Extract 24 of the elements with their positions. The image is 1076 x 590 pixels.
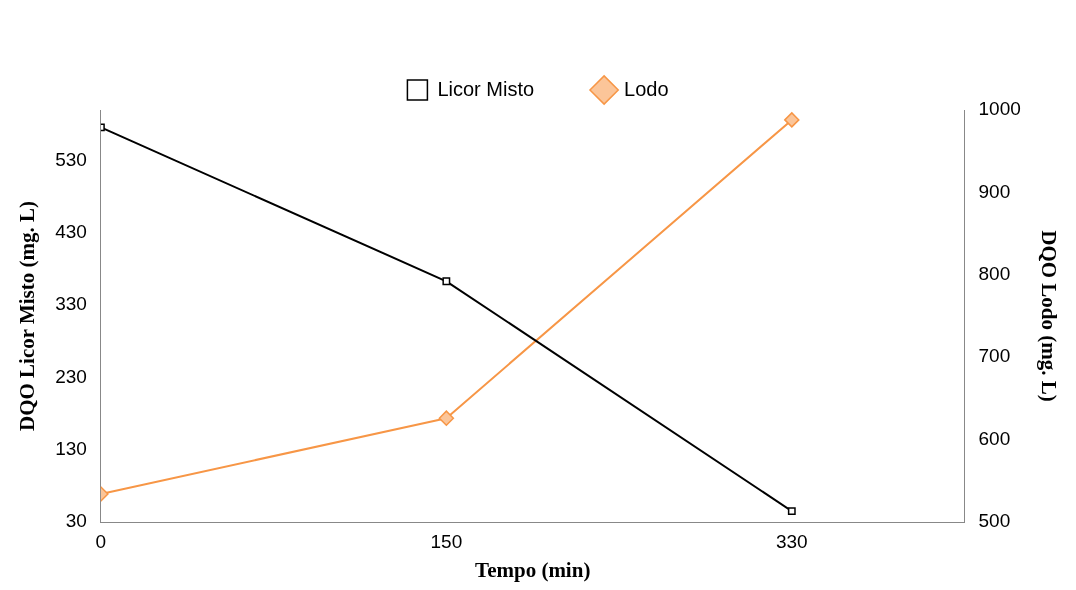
y-tick-label: 330 <box>55 293 87 315</box>
y2-tick-label: 500 <box>978 510 1011 532</box>
x-tick-label: 0 <box>95 530 107 552</box>
point <box>787 507 796 516</box>
y2-axis-title: DQO Lodo (mg. L) <box>1036 230 1061 402</box>
y-tick-label: 230 <box>55 365 87 387</box>
y-tick-label: 430 <box>55 221 87 243</box>
y-tick-label: 530 <box>55 148 87 170</box>
x-tick-label: 150 <box>430 530 463 552</box>
x-axis-title: Tempo (min) <box>475 557 591 582</box>
point <box>784 112 800 128</box>
y2-tick-label: 600 <box>978 427 1011 449</box>
point <box>438 410 455 426</box>
y-axis-title: DQO Licor Misto (mg. L) <box>15 201 40 431</box>
y-tick-label: 130 <box>55 437 87 459</box>
legend-label: Lodo <box>624 77 669 100</box>
y-tick-label: 30 <box>65 510 87 532</box>
y2-tick-label: 900 <box>978 180 1011 202</box>
x-tick-label: 330 <box>775 530 808 552</box>
y2-tick-label: 1000 <box>978 98 1021 120</box>
point <box>442 277 451 286</box>
legend-label: Licor Misto <box>437 77 535 100</box>
y2-tick-label: 700 <box>978 345 1011 367</box>
y2-tick-label: 800 <box>978 263 1011 285</box>
